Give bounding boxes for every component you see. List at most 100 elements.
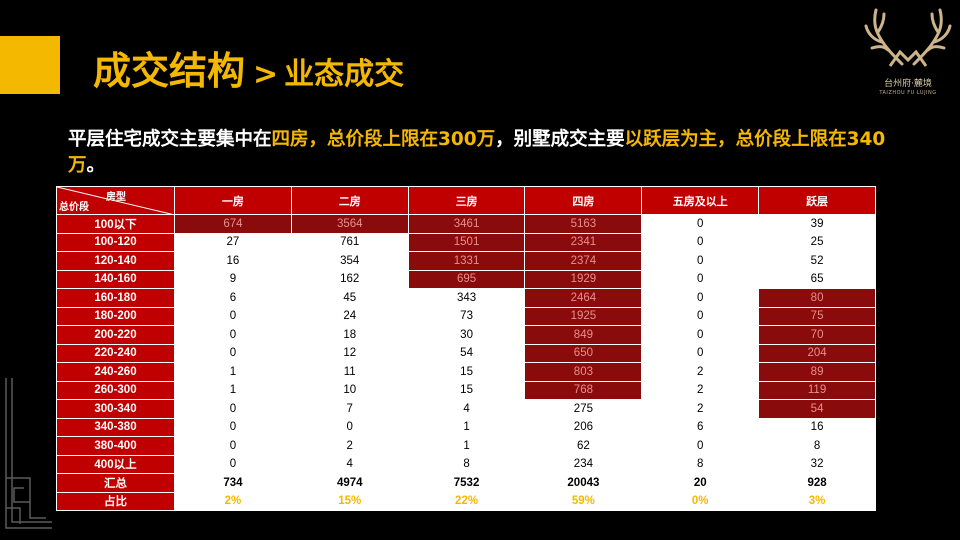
table-cell: 928 (758, 473, 876, 493)
table-cell: 7 (290, 399, 409, 419)
table-cell: 20043 (524, 473, 643, 493)
table-cell: 0 (174, 399, 292, 419)
column-header: 四房 (524, 186, 643, 215)
table-cell: 9 (174, 269, 292, 289)
table-row: 220-240 0 12 54 650 0 204 (56, 343, 876, 363)
table-cell: 354 (290, 251, 409, 271)
row-label: 340-380 (56, 417, 175, 437)
table-cell: 15 (407, 380, 526, 400)
table-cell: 162 (290, 269, 409, 289)
antler-logo-icon (864, 8, 952, 67)
table-cell: 80 (758, 288, 876, 308)
table-row: 100-120 27 761 1501 2341 0 25 (56, 232, 876, 252)
table-cell: 25 (758, 232, 876, 252)
table-cell: 1 (174, 380, 292, 400)
table-cell: 12 (290, 343, 409, 363)
table-cell: 52 (758, 251, 876, 271)
summary-text: 平层住宅成交主要集中在四房，总价段上限在300万，别墅成交主要以跃层为主，总价段… (68, 127, 898, 179)
summary-segment: 平层住宅成交主要集中在 (68, 129, 272, 150)
table-cell: 768 (524, 380, 643, 400)
table-cell: 27 (174, 232, 292, 252)
table-cell: 2464 (524, 288, 643, 308)
table-row: 120-140 16 354 1331 2374 0 52 (56, 251, 876, 271)
table-cell: 1 (407, 436, 526, 456)
logo-pinyin: TAIZHOU FU LUJING (879, 90, 937, 96)
table-row: 140-160 9 162 695 1929 0 65 (56, 269, 876, 289)
table-cell: 0 (641, 288, 760, 308)
table-cell: 0 (641, 325, 760, 345)
table-row: 200-220 0 18 30 849 0 70 (56, 325, 876, 345)
table-cell: 8 (641, 454, 760, 474)
column-header: 五房及以上 (641, 186, 760, 215)
table-cell: 89 (758, 362, 876, 382)
title-main: 成交结构 (93, 49, 246, 93)
table-cell: 0 (641, 436, 760, 456)
corner-label-type: 房型 (106, 192, 126, 203)
table-row: 180-200 0 24 73 1925 0 75 (56, 306, 876, 326)
table-cell: 75 (758, 306, 876, 326)
table-cell: 849 (524, 325, 643, 345)
table-cell: 2 (641, 380, 760, 400)
table-cell: 4 (407, 399, 526, 419)
table-cell: 119 (758, 380, 876, 400)
corner-ornament-icon (5, 378, 52, 529)
table-row: 340-380 0 0 1 206 6 16 (56, 417, 876, 437)
column-header: 一房 (174, 186, 292, 215)
table-header-row: 房型 总价段 一房 二房 三房 四房 五房及以上 跃层 (56, 186, 876, 215)
table-cell: 761 (290, 232, 409, 252)
row-label: 220-240 (56, 343, 175, 363)
table-cell: 204 (758, 343, 876, 363)
table-cell: 2 (641, 362, 760, 382)
brand-logo: 台州府·麓境 TAIZHOU FU LUJING (862, 6, 954, 98)
table-cell: 0 (174, 417, 292, 437)
table-cell: 15% (290, 491, 409, 511)
table-cell: 65 (758, 269, 876, 289)
table-cell: 16 (174, 251, 292, 271)
table-cell: 1331 (407, 251, 526, 271)
corner-label-price: 总价段 (59, 202, 89, 213)
table-cell: 6 (174, 288, 292, 308)
table-cell: 15 (407, 362, 526, 382)
table-cell: 16 (758, 417, 876, 437)
table-cell: 73 (407, 306, 526, 326)
table-cell: 18 (290, 325, 409, 345)
table-row: 400以上 0 4 8 234 8 32 (56, 454, 876, 474)
title-separator: > (253, 57, 279, 92)
table-cell: 11 (290, 362, 409, 382)
table-cell: 5163 (524, 214, 643, 234)
table-row: 380-400 0 2 1 62 0 8 (56, 436, 876, 456)
table-cell: 22% (407, 491, 526, 511)
table-row: 100以下 674 3564 3461 5163 0 39 (56, 214, 876, 234)
price-structure-table: 房型 总价段 一房 二房 三房 四房 五房及以上 跃层 100以下 674 3564 3461 5… (56, 186, 876, 511)
table-row: 占比 2% 15% 22% 59% 0% 3% (56, 491, 876, 511)
table-cell: 0 (641, 214, 760, 234)
table-cell: 650 (524, 343, 643, 363)
logo-name: 台州府·麓境 (884, 79, 932, 89)
table-cell: 59% (524, 491, 643, 511)
summary-highlight: 四房，总价段上限在300万 (271, 129, 496, 150)
table-cell: 1 (407, 417, 526, 437)
column-header: 跃层 (758, 186, 876, 215)
table-cell: 0 (641, 251, 760, 271)
diagonal-divider-icon (57, 187, 175, 215)
table-cell: 2 (290, 436, 409, 456)
table-cell: 0 (174, 325, 292, 345)
table-cell: 2 (641, 399, 760, 419)
table-cell: 0 (641, 232, 760, 252)
table-cell: 275 (524, 399, 643, 419)
table-row: 汇总 734 4974 7532 20043 20 928 (56, 473, 876, 493)
table-cell: 45 (290, 288, 409, 308)
table-cell: 0 (174, 436, 292, 456)
title-sub: 业态成交 (284, 57, 405, 92)
table-cell: 3461 (407, 214, 526, 234)
table-row: 160-180 6 45 343 2464 0 80 (56, 288, 876, 308)
table-cell: 0 (174, 454, 292, 474)
table-cell: 0 (641, 306, 760, 326)
table-cell: 62 (524, 436, 643, 456)
summary-highlight: 以跃层为主，总价段上限在340万 (68, 129, 886, 176)
title-accent-bar (0, 36, 60, 94)
table-cell: 10 (290, 380, 409, 400)
table-cell: 24 (290, 306, 409, 326)
table-cell: 0 (641, 343, 760, 363)
row-label: 300-340 (56, 399, 175, 419)
